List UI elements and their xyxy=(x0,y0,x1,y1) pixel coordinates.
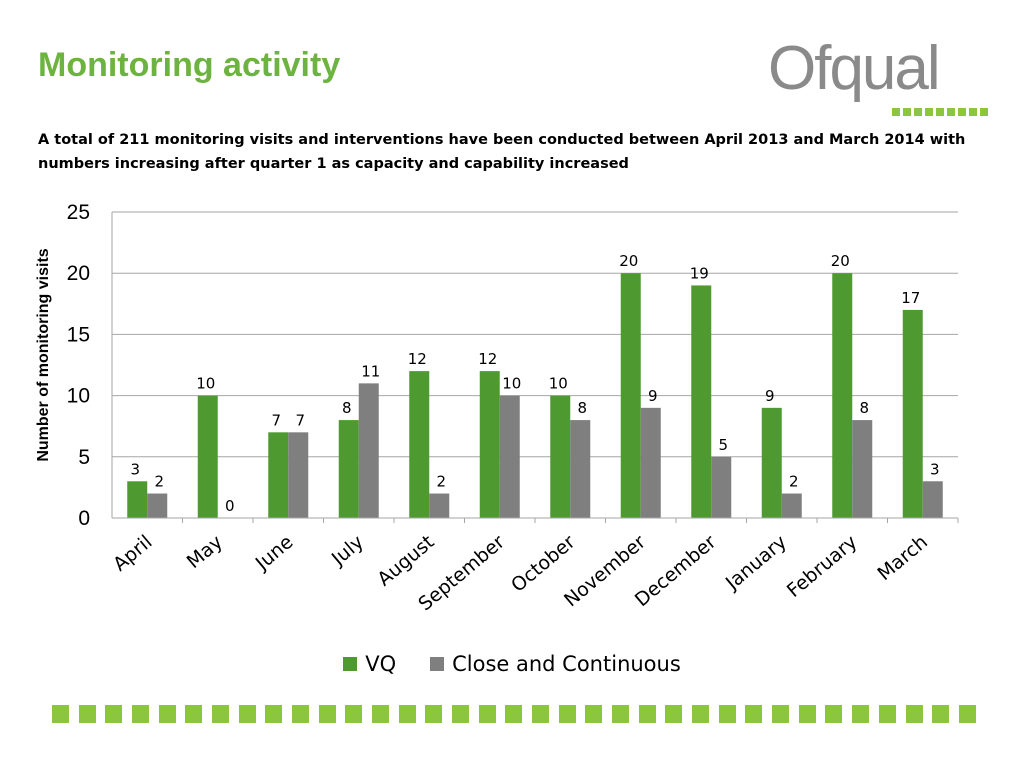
y-tick-label: 10 xyxy=(67,385,90,408)
x-tick-label: May xyxy=(183,531,227,573)
data-label-close: 2 xyxy=(789,473,799,491)
x-tick-label: January xyxy=(721,531,791,595)
bar-close xyxy=(640,407,661,518)
bar-close xyxy=(781,493,802,518)
bar-close xyxy=(711,456,732,518)
ofqual-logo: Ofqual xyxy=(768,34,988,122)
data-label-close: 7 xyxy=(295,411,305,429)
data-label-close: 8 xyxy=(859,399,869,417)
data-label-close: 9 xyxy=(648,387,658,405)
page-title: Monitoring activity xyxy=(38,46,341,84)
data-label-close: 11 xyxy=(361,362,380,380)
legend-label-close: Close and Continuous xyxy=(452,652,681,676)
legend-swatch-close xyxy=(430,657,445,671)
y-tick-label: 0 xyxy=(78,507,90,530)
bar-close xyxy=(570,420,591,518)
bar-vq xyxy=(338,420,359,518)
bar-vq xyxy=(620,273,641,518)
logo-dots xyxy=(892,108,988,116)
bar-close xyxy=(358,383,379,518)
bar-vq xyxy=(761,407,782,518)
data-label-vq: 20 xyxy=(831,252,850,270)
x-tick-label: April xyxy=(109,531,156,576)
data-label-close: 3 xyxy=(930,460,940,478)
page-subtitle: A total of 211 monitoring visits and int… xyxy=(38,132,966,172)
data-label-close: 5 xyxy=(718,436,728,454)
bar-vq xyxy=(550,395,571,518)
bar-vq xyxy=(691,285,712,518)
data-label-vq: 20 xyxy=(619,252,638,270)
data-label-vq: 17 xyxy=(901,289,920,307)
bar-close xyxy=(147,493,168,518)
bar-vq xyxy=(268,432,289,518)
data-label-vq: 7 xyxy=(271,411,281,429)
x-tick-label: July xyxy=(327,531,368,570)
x-tick-label: February xyxy=(783,531,862,602)
x-tick-label: August xyxy=(373,531,438,591)
y-tick-label: 5 xyxy=(78,446,90,469)
data-label-close: 2 xyxy=(154,473,164,491)
y-tick-label: 20 xyxy=(67,262,90,285)
data-label-vq: 9 xyxy=(765,387,775,405)
bar-vq xyxy=(832,273,853,518)
data-label-vq: 19 xyxy=(690,264,709,282)
data-label-vq: 8 xyxy=(342,399,352,417)
data-label-close: 10 xyxy=(502,375,521,393)
y-tick-label: 25 xyxy=(67,201,90,224)
legend-label-vq: VQ xyxy=(365,652,397,676)
bar-close xyxy=(288,432,309,518)
bar-vq xyxy=(197,395,218,518)
chart-legend: VQ Close and Continuous xyxy=(0,652,1024,676)
bar-close xyxy=(499,395,520,518)
legend-item-vq: VQ xyxy=(343,652,396,676)
data-label-close: 8 xyxy=(577,399,587,417)
bar-vq xyxy=(902,309,923,518)
x-tick-label: June xyxy=(251,531,298,575)
data-label-vq: 12 xyxy=(478,350,497,368)
bar-vq xyxy=(127,481,148,518)
legend-item-close: Close and Continuous xyxy=(430,652,681,676)
data-label-vq: 10 xyxy=(549,375,568,393)
bar-close xyxy=(429,493,450,518)
y-tick-label: 15 xyxy=(67,323,90,346)
data-label-vq: 12 xyxy=(408,350,427,368)
footer-decoration xyxy=(52,705,976,723)
logo-text: Ofqual xyxy=(768,34,941,103)
bar-vq xyxy=(409,371,430,518)
bar-vq xyxy=(479,371,500,518)
legend-swatch-vq xyxy=(343,657,358,671)
bar-close xyxy=(922,481,943,518)
x-tick-label: March xyxy=(873,531,932,585)
data-label-close: 2 xyxy=(436,473,446,491)
bar-close xyxy=(852,420,873,518)
y-axis-title: Number of monitoring visits xyxy=(35,248,52,461)
data-label-vq: 10 xyxy=(196,375,215,393)
data-label-vq: 3 xyxy=(130,460,140,478)
data-label-close: 0 xyxy=(225,497,235,515)
